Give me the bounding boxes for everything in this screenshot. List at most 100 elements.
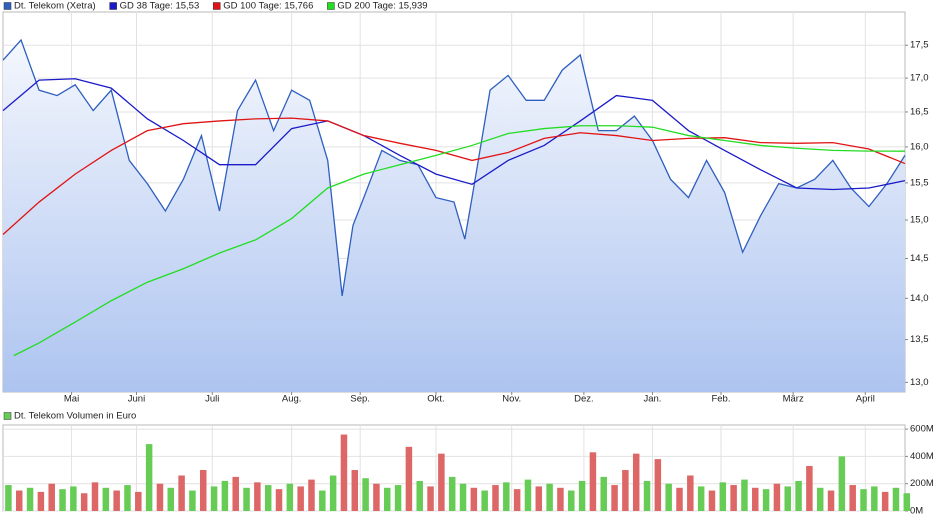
volume-bar: [535, 486, 543, 511]
y-tick-label: 16,0: [910, 141, 929, 152]
volume-bar: [632, 453, 640, 511]
volume-bar: [384, 487, 391, 511]
legend-label: Dt. Telekom Volumen in Euro: [14, 411, 136, 422]
volume-bar: [697, 486, 705, 511]
volume-bar: [827, 490, 835, 511]
legend-label: Dt. Telekom (Xetra): [14, 1, 96, 12]
legend-swatch: [212, 2, 221, 10]
volume-bar: [178, 475, 185, 511]
volume-bar: [892, 487, 900, 511]
volume-bar: [427, 486, 434, 511]
y-tick-label: 14,5: [910, 253, 929, 264]
volume-bar: [665, 483, 672, 511]
y-tick-label: 0M: [910, 506, 923, 517]
volume-bar: [438, 453, 445, 511]
series-line: [2, 38, 906, 296]
volume-bar: [48, 483, 55, 511]
x-tick-label: Juni: [128, 394, 145, 405]
legend-swatch: [3, 2, 12, 10]
x-tick-label: April: [856, 394, 875, 405]
x-tick-label: Juli: [205, 394, 219, 405]
volume-bar: [557, 487, 564, 511]
volume-bar: [762, 489, 770, 511]
volume-bar: [492, 485, 499, 511]
volume-bar: [308, 479, 315, 511]
volume-bar: [806, 465, 813, 511]
volume-bar: [838, 456, 846, 511]
volume-bar: [286, 483, 294, 511]
legend-swatch: [109, 2, 117, 10]
y-tick-label: 600M: [910, 424, 934, 435]
volume-bar: [513, 489, 521, 511]
volume-bar: [448, 476, 456, 511]
x-tick-label: Aug.: [282, 394, 302, 405]
series-line: [13, 125, 906, 357]
volume-bar: [860, 489, 867, 511]
legend-label: GD 38 Tage: 15,53: [120, 1, 200, 12]
y-tick-label: 400M: [910, 451, 934, 462]
volume-bar: [719, 482, 727, 511]
legend-label: GD 200 Tage: 15,939: [337, 1, 427, 12]
volume-bar: [26, 487, 34, 511]
volume-bar: [708, 490, 716, 511]
volume-bar: [524, 479, 532, 511]
volume-bar: [784, 486, 791, 511]
volume-bar: [373, 483, 380, 511]
volume-bar: [600, 476, 607, 511]
x-tick-label: Sep.: [350, 394, 370, 405]
x-tick-label: März: [783, 394, 804, 405]
volume-bar: [881, 491, 889, 511]
volume-bar: [741, 479, 748, 511]
x-tick-label: Mai: [64, 394, 79, 405]
volume-bar: [5, 485, 12, 511]
y-tick-label: 16,5: [910, 106, 929, 117]
x-tick-label: Jan.: [643, 394, 661, 405]
y-tick-label: 14,0: [910, 293, 929, 304]
legend-swatch: [327, 2, 335, 10]
volume-bar: [643, 480, 651, 511]
volume-bar: [654, 459, 662, 511]
volume-bar: [135, 491, 142, 511]
x-tick-label: Nov.: [502, 394, 521, 405]
volume-bar: [503, 482, 510, 511]
volume-bar: [319, 490, 326, 511]
volume-bar: [676, 487, 683, 511]
volume-bar: [568, 490, 575, 511]
volume-bar: [124, 485, 131, 511]
series-line: [2, 78, 906, 191]
volume-bar: [416, 480, 423, 511]
y-tick-label: 13,5: [910, 334, 929, 345]
volume-bar: [145, 444, 153, 511]
volume-bar: [37, 491, 45, 511]
volume-bar: [578, 480, 586, 511]
y-tick-label: 17,0: [910, 73, 929, 84]
volume-bar: [481, 490, 488, 511]
volume-bar: [362, 478, 369, 511]
y-tick-label: 13,0: [910, 377, 929, 388]
volume-bar: [243, 487, 250, 511]
volume-bar: [611, 485, 618, 511]
volume-bar: [70, 486, 77, 511]
volume-bar: [275, 489, 283, 511]
volume-bar: [156, 483, 164, 511]
volume-bar: [210, 486, 218, 511]
volume-bar: [80, 493, 88, 511]
volume-bar: [221, 480, 229, 511]
volume-bar: [59, 489, 66, 511]
volume-bar: [405, 446, 413, 511]
price-area: [3, 40, 905, 392]
volume-bar: [622, 470, 629, 511]
y-tick-label: 200M: [910, 478, 934, 489]
volume-bar: [849, 485, 856, 511]
volume-bar: [773, 483, 781, 511]
x-tick-label: Feb.: [711, 394, 730, 405]
volume-bar: [264, 485, 272, 511]
volume-bar: [167, 487, 175, 511]
volume-bar: [297, 486, 304, 511]
volume-bar: [113, 490, 120, 511]
y-tick-label: 17,5: [910, 40, 929, 51]
volume-bar: [795, 480, 802, 511]
volume-bar: [232, 476, 239, 511]
